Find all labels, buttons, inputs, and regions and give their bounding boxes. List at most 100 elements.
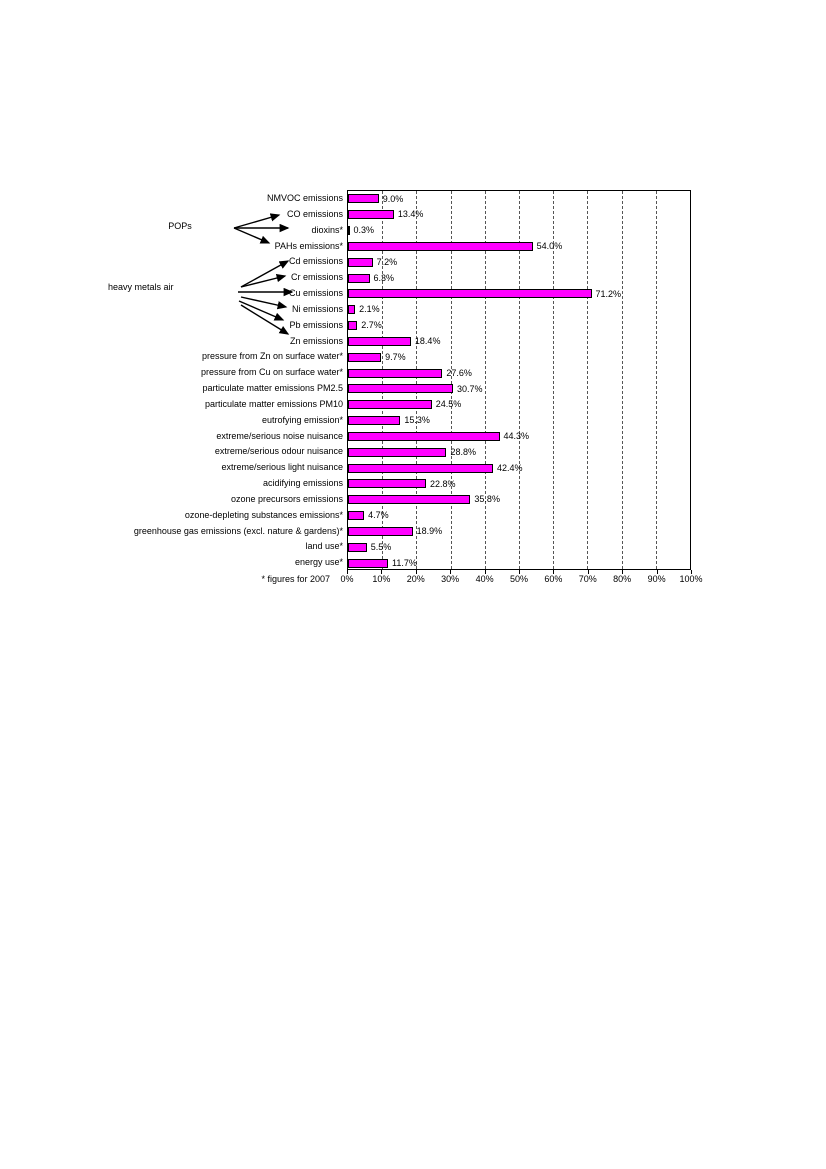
category-label: energy use* xyxy=(294,557,343,568)
category-label: dioxins* xyxy=(311,224,343,235)
value-label: 9.7% xyxy=(385,351,406,362)
x-tick-label: 70% xyxy=(578,574,597,584)
x-axis-tick xyxy=(587,570,589,574)
x-axis-tick xyxy=(347,570,348,574)
annotation-arrow xyxy=(238,300,285,321)
x-tick-label: 80% xyxy=(613,574,632,584)
chart-footnote: * figures for 2007 xyxy=(261,574,330,584)
value-label: 5.5% xyxy=(370,541,392,552)
value-label: 2.7% xyxy=(361,320,382,331)
x-axis-tick xyxy=(381,570,383,574)
value-label: 27.6% xyxy=(446,367,472,378)
bar xyxy=(348,479,426,489)
value-label: 35.8% xyxy=(474,494,500,505)
value-label: 54.0% xyxy=(536,241,563,251)
annotation-arrow xyxy=(240,296,288,310)
bar xyxy=(348,542,367,552)
bar xyxy=(348,400,432,410)
bar xyxy=(348,495,471,505)
value-label: 0.3% xyxy=(353,225,375,236)
x-tick-label: 40% xyxy=(475,574,494,584)
bar xyxy=(348,321,358,331)
bar xyxy=(348,257,373,267)
annotation-pops: POPs xyxy=(168,221,192,231)
category-label: particulate matter emissions PM2.5 xyxy=(202,383,343,393)
value-label: 44.3% xyxy=(503,431,530,441)
value-label: 7.2% xyxy=(376,256,398,267)
gridline xyxy=(553,191,555,569)
x-axis-tick xyxy=(691,570,692,574)
category-label: particulate matter emissions PM10 xyxy=(204,398,343,409)
bar xyxy=(348,210,394,220)
x-tick-label: 90% xyxy=(647,574,666,584)
x-tick-label: 20% xyxy=(406,574,425,584)
annotation-arrow xyxy=(233,213,281,229)
gridline xyxy=(382,191,384,569)
bar xyxy=(348,558,388,568)
category-label: Zn emissions xyxy=(289,335,343,346)
x-axis-tick xyxy=(622,570,624,574)
x-tick-label: 0% xyxy=(340,574,354,584)
category-label: Cr emissions xyxy=(290,272,343,283)
category-label: extreme/serious odour nuisance xyxy=(214,446,343,457)
annotation-arrow xyxy=(233,227,271,244)
x-tick-label: 60% xyxy=(544,574,563,584)
annotation-arrow xyxy=(240,260,290,288)
category-label: land use* xyxy=(305,541,343,552)
bar xyxy=(348,431,500,441)
annotation-heavy-metals-air: heavy metals air xyxy=(108,282,174,292)
category-label: extreme/serious noise nuisance xyxy=(216,430,343,441)
x-axis-tick xyxy=(415,570,417,574)
value-label: 22.8% xyxy=(429,478,456,489)
bar xyxy=(348,194,379,204)
x-tick-label: 50% xyxy=(509,574,528,584)
bar xyxy=(348,526,413,536)
gridline xyxy=(655,191,657,569)
bar xyxy=(348,305,356,315)
category-label: NMVOC emissions xyxy=(266,193,343,203)
category-label: Pb emissions xyxy=(289,319,343,330)
value-label: 24.5% xyxy=(435,399,462,410)
value-label: 11.7% xyxy=(392,557,417,568)
x-axis-tick xyxy=(656,570,658,574)
annotation-arrow xyxy=(240,304,290,335)
gridline xyxy=(416,191,418,569)
bar xyxy=(348,226,350,236)
gridline xyxy=(484,191,486,569)
bar xyxy=(348,463,493,473)
bar xyxy=(348,368,443,378)
bar xyxy=(348,416,401,426)
category-label: extreme/serious light nuisance xyxy=(221,462,343,473)
plot-area: 9.0% 13.4% 0.3% 54.0% 7.2% 6.3% 71.2% 2.1% 2.7% 1… xyxy=(347,190,691,570)
bar xyxy=(348,273,370,283)
value-label: 15.3% xyxy=(404,415,430,426)
x-tick-label: 10% xyxy=(372,574,391,584)
bar xyxy=(348,241,533,251)
bar xyxy=(348,447,447,457)
category-label: greenhouse gas emissions (excl. nature &… xyxy=(133,525,343,536)
annotation-arrow xyxy=(240,273,287,288)
category-label: PAHs emissions* xyxy=(274,240,343,251)
annotation-arrows xyxy=(233,213,294,335)
value-label: 2.1% xyxy=(359,304,380,315)
gridline xyxy=(450,191,452,569)
category-label: eutrofying emission* xyxy=(261,414,343,425)
value-label: 18.9% xyxy=(416,526,443,536)
category-label: ozone precursors emissions xyxy=(230,493,343,504)
bar xyxy=(348,336,411,346)
bar xyxy=(348,289,592,299)
x-tick-label: 30% xyxy=(441,574,460,584)
category-label: CO emissions xyxy=(286,208,343,219)
value-label: 28.8% xyxy=(450,446,477,457)
value-label: 4.7% xyxy=(368,510,389,521)
value-label: 13.4% xyxy=(397,209,424,220)
gridline xyxy=(587,191,589,569)
bar xyxy=(348,352,382,362)
x-axis-tick xyxy=(519,570,520,574)
value-label: 6.3% xyxy=(373,272,395,283)
category-label: pressure from Zn on surface water* xyxy=(201,351,343,362)
category-label: Cu emissions xyxy=(288,288,343,298)
category-label: acidifying emissions xyxy=(262,478,343,488)
x-axis-tick xyxy=(553,570,555,574)
